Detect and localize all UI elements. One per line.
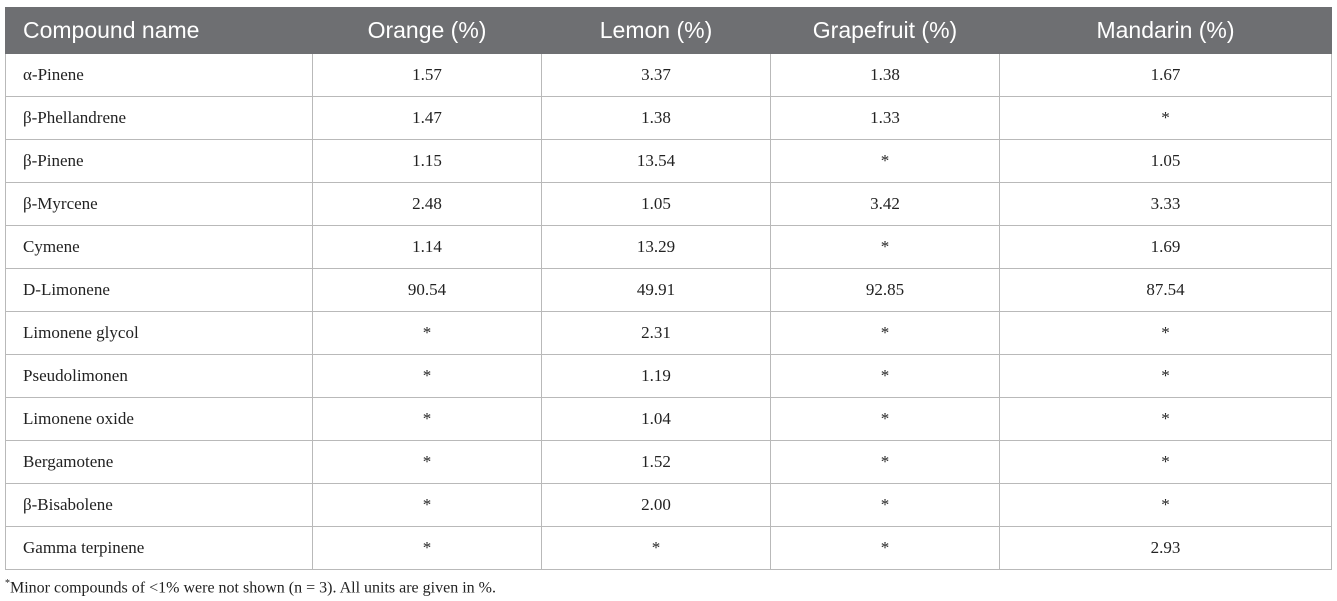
value-cell: * [312,397,542,441]
header-cell: Mandarin (%) [999,7,1332,54]
value-cell: 49.91 [541,268,771,312]
table-row: Limonene oxide * 1.04 * * [5,397,1332,441]
value-cell: * [999,483,1332,527]
value-cell: 1.33 [770,96,1000,140]
table-row: Gamma terpinene * * * 2.93 [5,526,1332,570]
value-cell: * [770,225,1000,269]
value-cell: * [312,483,542,527]
footnote-marker: * [5,578,10,589]
compound-name: D-Limonene [5,268,313,312]
compound-name: Limonene glycol [5,311,313,355]
value-cell: 2.31 [541,311,771,355]
value-cell: * [312,354,542,398]
value-cell: 3.42 [770,182,1000,226]
value-cell: 1.05 [541,182,771,226]
value-cell: 2.48 [312,182,542,226]
value-cell: 2.00 [541,483,771,527]
value-cell: 1.15 [312,139,542,183]
value-cell: 13.54 [541,139,771,183]
table-row: β-Bisabolene * 2.00 * * [5,483,1332,527]
value-cell: 1.52 [541,440,771,484]
value-cell: * [541,526,771,570]
value-cell: * [770,354,1000,398]
header-row: Compound name Orange (%) Lemon (%) Grapefru… [5,7,1332,54]
table-row: β-Myrcene 2.48 1.05 3.42 3.33 [5,182,1332,226]
table-row: Pseudolimonen * 1.19 * * [5,354,1332,398]
value-cell: 90.54 [312,268,542,312]
table-row: Cymene 1.14 13.29 * 1.69 [5,225,1332,269]
compound-name: β-Myrcene [5,182,313,226]
header-cell: Lemon (%) [541,7,771,54]
table-row: D-Limonene 90.54 49.91 92.85 87.54 [5,268,1332,312]
table-row: Limonene glycol * 2.31 * * [5,311,1332,355]
compound-name: Pseudolimonen [5,354,313,398]
header-cell: Compound name [5,7,313,54]
value-cell: 2.93 [999,526,1332,570]
compound-name: β-Bisabolene [5,483,313,527]
compound-name: Limonene oxide [5,397,313,441]
value-cell: * [999,354,1332,398]
table-body: α-Pinene 1.57 3.37 1.38 1.67 β-Phellandrene 1.… [5,53,1332,570]
compound-name: β-Phellandrene [5,96,313,140]
value-cell: 1.04 [541,397,771,441]
value-cell: * [999,311,1332,355]
data-table: Compound name Orange (%) Lemon (%) Grapefru… [5,7,1332,570]
value-cell: * [770,311,1000,355]
value-cell: 1.69 [999,225,1332,269]
table-row: β-Phellandrene 1.47 1.38 1.33 * [5,96,1332,140]
value-cell: 1.38 [541,96,771,140]
table-container: Compound name Orange (%) Lemon (%) Grapefru… [5,7,1332,570]
value-cell: 1.14 [312,225,542,269]
compound-name: Bergamotene [5,440,313,484]
table-row: α-Pinene 1.57 3.37 1.38 1.67 [5,53,1332,97]
compound-name: α-Pinene [5,53,313,97]
value-cell: 13.29 [541,225,771,269]
value-cell: 1.05 [999,139,1332,183]
value-cell: * [999,96,1332,140]
value-cell: 1.19 [541,354,771,398]
footnote: *Minor compounds of <1% were not shown (… [5,578,496,597]
value-cell: 92.85 [770,268,1000,312]
value-cell: * [770,483,1000,527]
footnote-text: Minor compounds of <1% were not shown (n… [10,579,496,597]
value-cell: * [999,440,1332,484]
value-cell: * [312,526,542,570]
value-cell: 3.33 [999,182,1332,226]
value-cell: 1.67 [999,53,1332,97]
value-cell: * [312,311,542,355]
header-cell: Grapefruit (%) [770,7,1000,54]
compound-name: Cymene [5,225,313,269]
table-row: Bergamotene * 1.52 * * [5,440,1332,484]
compound-name: β-Pinene [5,139,313,183]
value-cell: 1.57 [312,53,542,97]
value-cell: * [770,526,1000,570]
value-cell: 87.54 [999,268,1332,312]
value-cell: * [770,397,1000,441]
value-cell: 1.47 [312,96,542,140]
table-row: β-Pinene 1.15 13.54 * 1.05 [5,139,1332,183]
compound-name: Gamma terpinene [5,526,313,570]
value-cell: * [999,397,1332,441]
value-cell: 1.38 [770,53,1000,97]
value-cell: * [770,440,1000,484]
header-cell: Orange (%) [312,7,542,54]
value-cell: 3.37 [541,53,771,97]
value-cell: * [312,440,542,484]
value-cell: * [770,139,1000,183]
